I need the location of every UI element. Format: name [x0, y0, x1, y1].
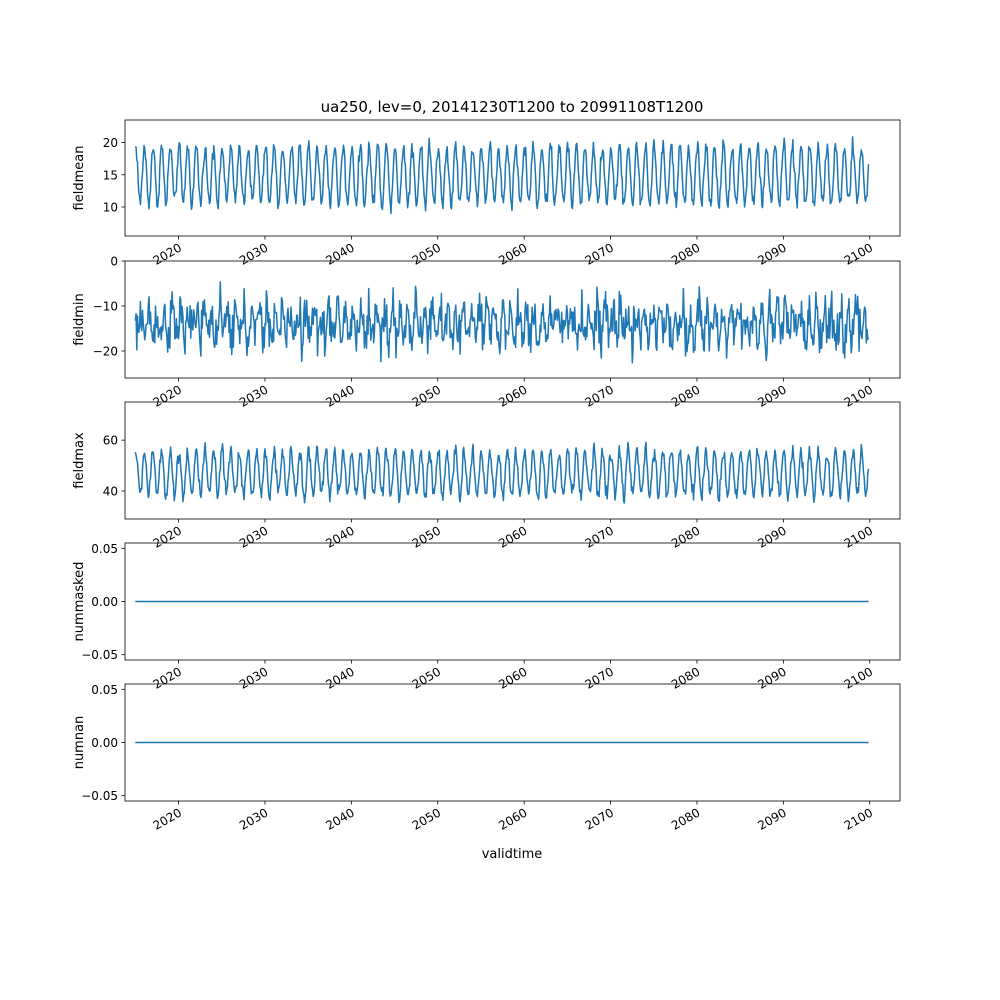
y-axis-label: fieldmax: [72, 432, 87, 489]
series-line-fieldmean: [134, 136, 870, 215]
axes-frame: [124, 401, 901, 520]
y-tick-label: −0.05: [81, 648, 118, 662]
y-tick-label: 10: [103, 201, 118, 215]
y-tick-label: 0.05: [91, 683, 118, 697]
series-line-fieldmin: [134, 281, 870, 364]
y-tick-label: 0.05: [91, 542, 118, 556]
y-tick-label: −20: [93, 345, 118, 359]
y-tick-label: 60: [103, 434, 118, 448]
y-tick-label: −10: [93, 300, 118, 314]
y-axis-label: nummasked: [72, 562, 87, 642]
y-axis-label: fieldmean: [72, 146, 87, 211]
y-tick-label: 0.00: [91, 595, 118, 609]
axes-frame: [124, 119, 901, 237]
series-line-fieldmax: [134, 441, 870, 504]
axes-frame: [124, 260, 901, 379]
chart-title: ua250, lev=0, 20141230T1200 to 20991108T…: [321, 98, 704, 116]
x-axis-label: validtime: [482, 847, 543, 862]
y-axis-label: fieldmin: [72, 293, 87, 346]
y-tick-label: 0: [110, 255, 118, 269]
y-tick-label: 20: [103, 136, 118, 150]
y-tick-label: 40: [103, 485, 118, 499]
y-axis-label: numnan: [72, 716, 87, 770]
y-tick-label: 15: [103, 168, 118, 182]
y-tick-label: 0.00: [91, 736, 118, 750]
y-tick-label: −0.05: [81, 789, 118, 803]
